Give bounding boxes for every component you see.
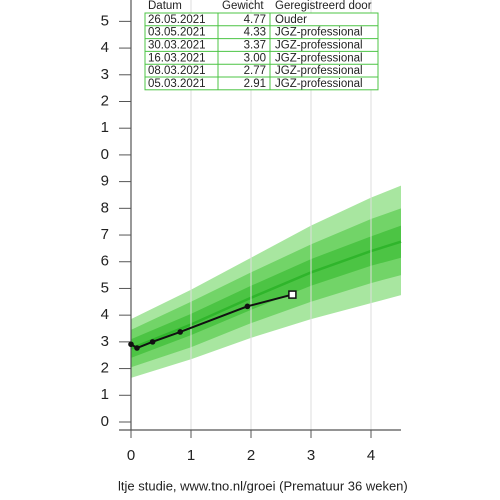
table-cell: JGZ-professional — [275, 40, 363, 52]
y-tick-label: 4 — [101, 39, 109, 56]
table-cell: 3.37 — [244, 40, 266, 52]
weight-point — [177, 329, 183, 335]
y-tick-label: 2 — [101, 360, 109, 377]
weight-point — [134, 345, 140, 351]
y-tick-label: 4 — [101, 306, 109, 323]
weight-point — [288, 290, 297, 299]
y-tick-label: 8 — [101, 199, 109, 216]
table-cell: 2.77 — [244, 65, 266, 77]
weight-point — [244, 303, 251, 310]
y-tick-label: 0 — [101, 146, 109, 163]
table-cell: 3.00 — [244, 52, 266, 64]
y-tick-label: 7 — [101, 226, 109, 243]
table-header: Datum — [148, 0, 182, 12]
x-tick-label: 0 — [127, 447, 135, 464]
table-cell: 4.77 — [244, 14, 266, 26]
y-tick-label: 3 — [101, 333, 109, 350]
table-cell: JGZ-professional — [275, 78, 363, 90]
y-tick-label: 1 — [101, 119, 109, 136]
footer: ltje studie, www.tno.nl/groei (Prematuur… — [118, 478, 408, 493]
x-tick-label: 2 — [247, 447, 255, 464]
y-tick-label: 9 — [101, 173, 109, 190]
table-cell: 30.03.2021 — [148, 40, 206, 52]
weight-point — [149, 339, 156, 345]
median-line — [130, 240, 402, 350]
table-cell: Ouder — [275, 14, 307, 26]
weight-point — [128, 341, 134, 348]
table-cell: 08.03.2021 — [148, 65, 206, 77]
table-cell: JGZ-professional — [275, 27, 363, 39]
table-cell: JGZ-professional — [275, 52, 363, 64]
table-header: Geregistreerd door — [275, 0, 372, 12]
y-tick-label: 6 — [101, 253, 109, 270]
x-tick-label: 3 — [307, 447, 315, 464]
table-cell: 05.03.2021 — [148, 78, 206, 90]
table-cell: JGZ-professional — [275, 65, 363, 77]
table-cell: 26.05.2021 — [148, 14, 206, 26]
y-tick-label: 1 — [101, 386, 109, 403]
table-cell: 03.05.2021 — [148, 27, 206, 39]
y-tick-label: 5 — [101, 12, 109, 29]
y-tick-label: 5 — [101, 279, 109, 296]
y-tick-label: 3 — [101, 66, 109, 83]
y-tick-label: 0 — [101, 413, 109, 430]
table-header: Gewicht — [222, 0, 264, 12]
x-tick-label: 1 — [187, 447, 195, 464]
table-cell: 16.03.2021 — [148, 52, 206, 64]
y-tick-label: 2 — [101, 92, 109, 109]
x-tick-label: 4 — [367, 447, 375, 464]
table-cell: 2.91 — [244, 78, 266, 90]
table-cell: 4.33 — [244, 27, 266, 39]
